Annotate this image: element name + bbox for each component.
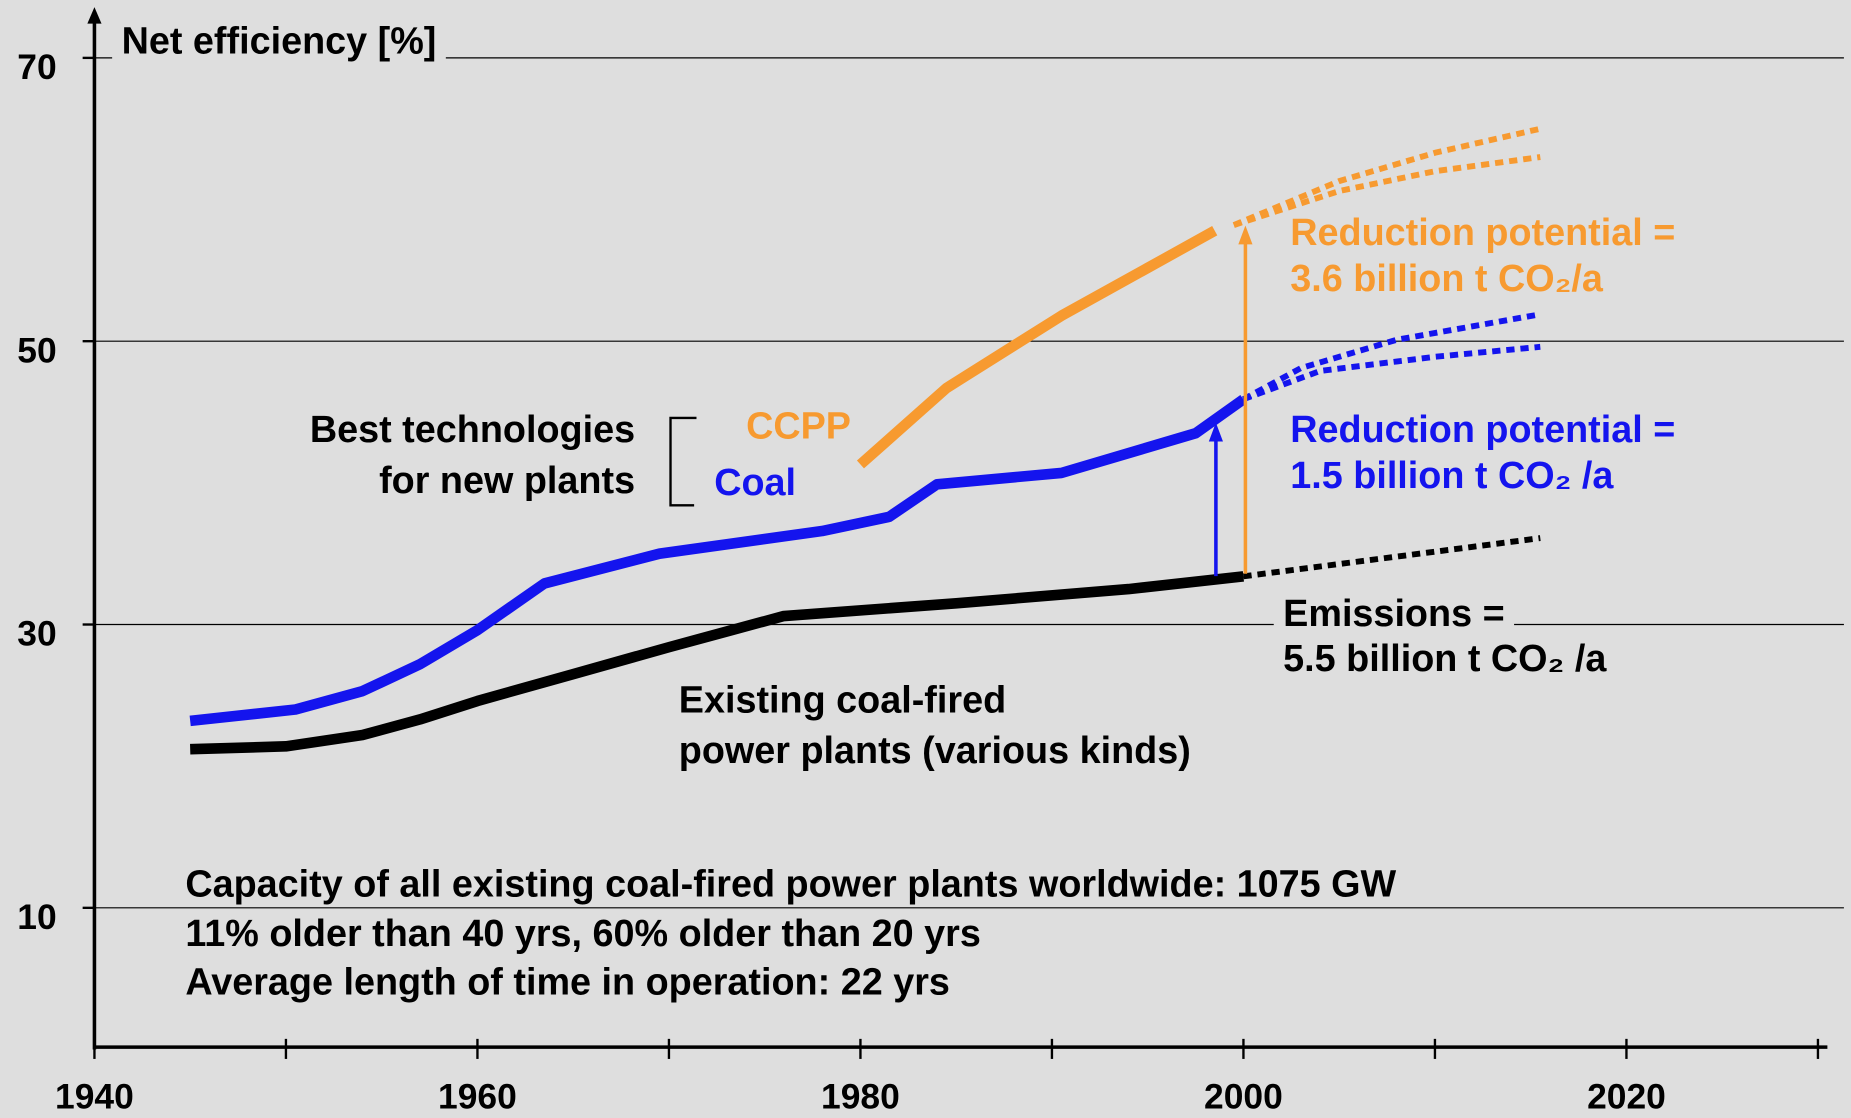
annotation: Capacity of all existing coal-fired powe… <box>185 864 1396 906</box>
projection-line <box>1241 311 1541 402</box>
annotation: CCPP <box>746 406 851 448</box>
x-tick-label: 1980 <box>821 1076 900 1116</box>
label-background <box>1273 593 1515 636</box>
y-tick-label: 70 <box>17 47 56 87</box>
projection-line <box>1232 154 1541 228</box>
y-tick-label: 50 <box>17 330 56 370</box>
y-tick-label: 30 <box>17 614 56 654</box>
series <box>189 125 1541 755</box>
bracket <box>669 416 697 507</box>
x-tick-label: 1940 <box>55 1076 134 1116</box>
line <box>190 571 1244 755</box>
annotation: 1.5 billion t CO₂ /a <box>1290 455 1614 497</box>
projection-line <box>1243 535 1541 580</box>
arrows <box>669 225 1253 577</box>
label-background <box>1273 638 1617 681</box>
annotation: 5.5 billion t CO₂ /a <box>1283 638 1607 680</box>
y-tick-label: 10 <box>17 897 56 937</box>
annotation: Reduction potential = <box>1290 212 1675 254</box>
annotation: Emissions = <box>1283 593 1504 635</box>
x-tick-label: 1960 <box>438 1076 517 1116</box>
x-tick-label: 2000 <box>1204 1076 1283 1116</box>
label-background <box>112 20 446 63</box>
axes <box>82 7 1828 1059</box>
annotation: 3.6 billion t CO₂/a <box>1290 258 1604 300</box>
label-background <box>175 863 1406 906</box>
annotation: Coal <box>714 462 796 504</box>
annotation: Best technologies <box>310 409 635 451</box>
annotation: power plants (various kinds) <box>679 730 1191 772</box>
coal-arrow-head <box>1208 422 1223 442</box>
y-axis-arrow <box>87 7 102 24</box>
x-tick-label: 2020 <box>1587 1076 1666 1116</box>
annotation: Reduction potential = <box>1290 409 1675 451</box>
ccpp-arrow-head <box>1238 225 1253 245</box>
annotation: 11% older than 40 yrs, 60% older than 20… <box>185 913 981 955</box>
label-backgrounds <box>112 20 1617 906</box>
annotation: for new plants <box>379 460 635 502</box>
annotation: Average length of time in operation: 22 … <box>185 962 950 1004</box>
y-axis-label: Net efficiency [%] <box>122 21 437 63</box>
line <box>189 394 1247 727</box>
annotation: Existing coal-fired <box>679 679 1006 721</box>
line <box>856 226 1218 469</box>
projection-line <box>1232 125 1541 228</box>
